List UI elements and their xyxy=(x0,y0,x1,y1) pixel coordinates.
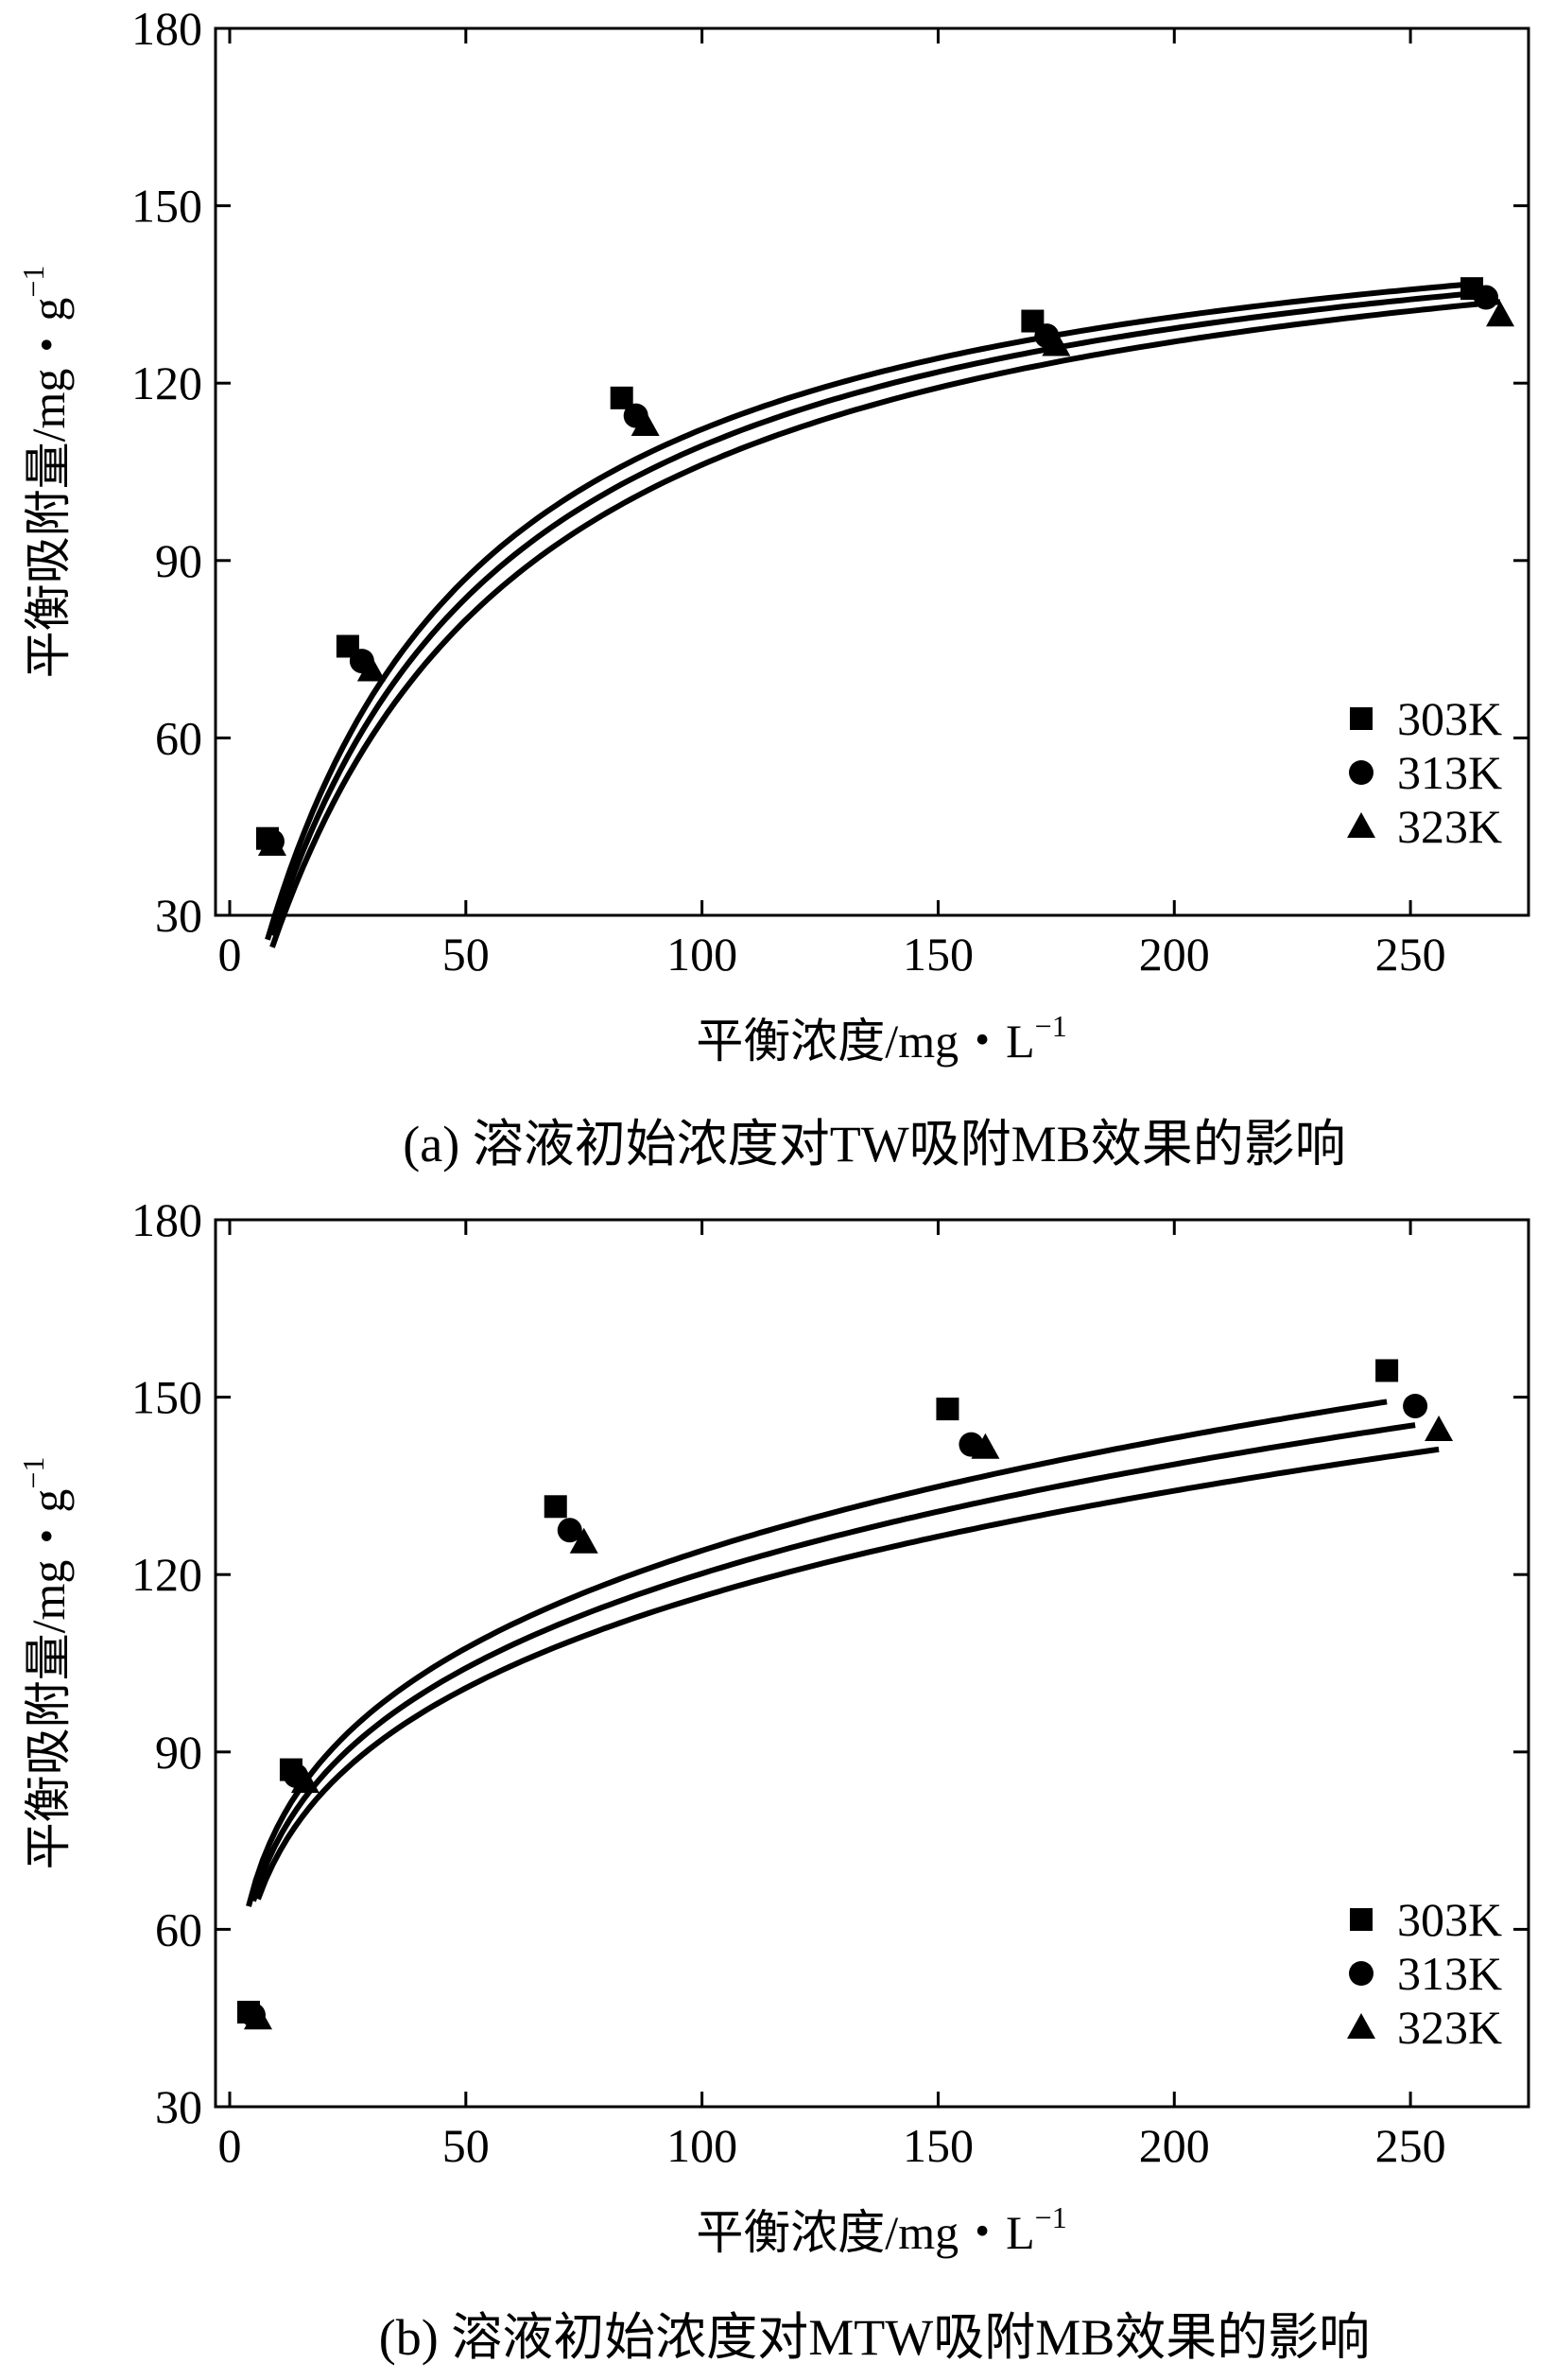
legend-label-303k: 303K xyxy=(1397,1893,1502,1946)
plot-frame xyxy=(214,26,1530,917)
x-tick-label: 100 xyxy=(666,928,737,981)
data-point-323k xyxy=(243,2004,272,2030)
fit-curve-303k xyxy=(265,281,1473,941)
legend-marker-303k xyxy=(1350,707,1373,730)
data-point-303k xyxy=(544,1495,567,1519)
data-point-303k xyxy=(1375,1359,1399,1382)
data-point-323k xyxy=(971,1433,1000,1459)
chart-caption: (b) 溶液初始浓度对MTW吸附MB效果的影响 xyxy=(379,2309,1370,2366)
data-point-313k xyxy=(1403,1393,1428,1418)
y-tick-label: 90 xyxy=(155,534,202,587)
y-tick-label: 120 xyxy=(131,356,202,409)
y-tick-label: 60 xyxy=(155,711,202,764)
data-point-323k xyxy=(631,409,660,436)
legend-label-323k: 323K xyxy=(1397,2001,1502,2054)
data-point-323k xyxy=(1425,1415,1454,1441)
legend-marker-323k xyxy=(1347,812,1375,838)
x-tick-label: 150 xyxy=(903,2119,974,2172)
x-tick-label: 250 xyxy=(1375,928,1446,981)
data-point-323k xyxy=(356,655,386,682)
legend-marker-313k xyxy=(1349,760,1374,785)
data-point-323k xyxy=(569,1527,598,1554)
y-tick-label: 180 xyxy=(131,1193,202,1246)
chart-a: 0 50 100 150 200 250 30 60 90 120 150 180 平衡浓度/mg・L−… xyxy=(16,2,1530,1173)
y-tick-label: 150 xyxy=(131,1371,202,1424)
x-tick-label: 200 xyxy=(1139,2119,1210,2172)
y-tick-label: 60 xyxy=(155,1902,202,1955)
legend-marker-303k xyxy=(1350,1908,1373,1931)
fit-curve-313k xyxy=(269,289,1487,937)
legend-marker-323k xyxy=(1347,2013,1375,2039)
y-tick-label: 30 xyxy=(155,2080,202,2133)
data-point-323k xyxy=(1042,330,1071,356)
x-tick-label: 50 xyxy=(442,928,490,981)
x-tick-label: 250 xyxy=(1375,2119,1446,2172)
data-point-323k xyxy=(290,1767,320,1794)
y-axis-label: 平衡吸附量/mg・g−1 xyxy=(16,266,75,679)
x-tick-label: 100 xyxy=(666,2119,737,2172)
x-axis-label: 平衡浓度/mg・L−1 xyxy=(696,2200,1066,2259)
data-point-323k xyxy=(1486,301,1515,327)
legend-label-323k: 323K xyxy=(1397,800,1502,853)
chart-b: 0 50 100 150 200 250 30 60 90 120 150 180 平衡浓度/mg・L−… xyxy=(16,1193,1530,2366)
fit-curve-303k xyxy=(246,1398,1388,1907)
x-tick-label: 0 xyxy=(217,928,241,981)
x-axis-label: 平衡浓度/mg・L−1 xyxy=(696,1009,1066,1068)
fit-curve-313k xyxy=(251,1422,1416,1902)
y-tick-label: 90 xyxy=(155,1726,202,1779)
data-point-313k xyxy=(557,1518,582,1543)
x-tick-label: 0 xyxy=(217,2119,241,2172)
y-tick-label: 150 xyxy=(131,180,202,233)
y-tick-label: 30 xyxy=(155,889,202,942)
data-point-313k xyxy=(1474,285,1499,310)
chart-caption: (a) 溶液初始浓度对TW吸附MB效果的影响 xyxy=(403,1116,1345,1173)
y-tick-label: 120 xyxy=(131,1548,202,1601)
y-axis-label: 平衡吸附量/mg・g−1 xyxy=(16,1457,75,1870)
fit-curve-323k xyxy=(269,299,1501,948)
legend-label-303k: 303K xyxy=(1397,692,1502,745)
x-tick-label: 200 xyxy=(1139,928,1210,981)
data-point-303k xyxy=(936,1398,959,1421)
fit-curve-323k xyxy=(255,1446,1440,1901)
y-tick-label: 180 xyxy=(131,2,202,55)
x-tick-label: 50 xyxy=(442,2119,490,2172)
legend-label-313k: 313K xyxy=(1397,746,1502,799)
data-point-323k xyxy=(257,829,286,856)
legend-marker-313k xyxy=(1349,1961,1374,1986)
legend-label-313k: 313K xyxy=(1397,1947,1502,2000)
x-tick-label: 150 xyxy=(903,928,974,981)
plot-frame xyxy=(214,1218,1530,2109)
